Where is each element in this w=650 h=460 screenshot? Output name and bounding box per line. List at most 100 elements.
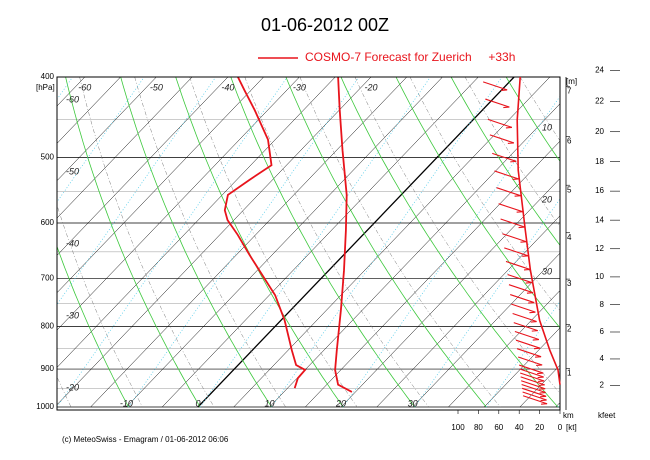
wind-barb-head	[538, 380, 545, 383]
wind-barb	[494, 170, 519, 180]
moist-adiabat	[79, 77, 215, 408]
wind-barb	[521, 384, 546, 394]
isotherm	[57, 77, 372, 406]
height-tick-label: 7	[567, 87, 572, 96]
wind-barb-head	[537, 376, 544, 379]
wind-barb	[519, 368, 544, 378]
plot-area	[57, 77, 560, 408]
moist-adiabat	[409, 77, 560, 311]
y-tick-label: 1000	[36, 402, 54, 411]
feet-unit: kfeet	[598, 411, 616, 420]
moist-adiabat	[464, 77, 560, 227]
wind-tick-label: 60	[494, 423, 503, 432]
left-label: -30	[66, 310, 79, 320]
height-tick-label: 4	[567, 233, 572, 242]
isotherm	[90, 77, 407, 408]
y-axis-label: [hPa]	[36, 83, 55, 92]
footer: (c) MeteoSwiss - Emagram / 01-06-2012 06…	[62, 435, 229, 444]
wind-barb-head	[525, 281, 532, 284]
feet-tick-label: 16	[595, 186, 604, 195]
isotherm-zero	[197, 77, 515, 408]
top-tick-label: -40	[221, 82, 234, 92]
wind-barb-head	[533, 347, 541, 350]
wind-barb-head	[532, 338, 539, 341]
right-label: 30	[542, 266, 552, 276]
top-tick-label: -50	[150, 82, 163, 92]
moist-adiabat	[57, 204, 143, 408]
wind-barb-head	[528, 302, 535, 304]
isotherm	[57, 77, 193, 219]
wind-barb-head	[501, 89, 508, 91]
profile-line	[223, 77, 307, 389]
wind-barb-head	[540, 395, 547, 398]
wind-barb	[498, 203, 523, 213]
x-tick-label: 10	[264, 398, 274, 408]
x-tick-label: -10	[120, 398, 133, 408]
feet-tick-label: 18	[595, 157, 604, 166]
isotherm	[233, 77, 551, 408]
isotherm	[448, 290, 560, 408]
dry-adiabat	[175, 77, 344, 408]
x-tick-label: 0	[195, 398, 200, 408]
feet-tick-label: 8	[600, 300, 605, 309]
dry-adiabat	[285, 77, 487, 408]
wind-tick-label: 80	[474, 423, 483, 432]
wind-barb-head	[520, 241, 527, 243]
wind-barb-head	[516, 211, 523, 213]
wind-barb-head	[536, 364, 543, 367]
wind-tick-label: 40	[515, 423, 524, 432]
wind-barb-head	[541, 403, 548, 405]
dry-adiabat	[505, 77, 560, 162]
wind-barb-head	[529, 311, 536, 314]
profile-line	[334, 77, 353, 393]
y-tick-label: 800	[41, 322, 55, 331]
isotherm	[57, 77, 300, 331]
mixing-ratio	[342, 95, 560, 408]
wind-barb	[505, 260, 531, 270]
isotherm	[57, 77, 229, 256]
feet-tick-label: 24	[595, 65, 604, 74]
mixing-ratio	[271, 77, 503, 408]
isotherm	[57, 77, 121, 144]
wind-barb	[517, 356, 543, 366]
wind-barb-head	[538, 384, 545, 386]
wind-tick-label: 0	[558, 423, 563, 432]
wind-barb-head	[503, 106, 510, 109]
wind-barb	[511, 303, 536, 313]
height-tick-label: 3	[567, 279, 572, 288]
wind-barb	[522, 395, 548, 405]
dry-adiabat	[450, 77, 560, 246]
mixing-ratio	[128, 77, 360, 408]
x-tick-label: 30	[408, 398, 418, 408]
wind-barb	[520, 380, 546, 390]
y-tick-label: 600	[41, 218, 55, 227]
wind-speed-line	[516, 76, 561, 385]
wind-barb	[516, 348, 542, 358]
isotherm	[483, 327, 560, 408]
legend-label: COSMO-7 Forecast for Zuerich +33h	[305, 50, 515, 64]
wind-barb	[507, 274, 532, 284]
mixing-ratio	[199, 77, 431, 408]
mixing-ratio	[57, 77, 288, 408]
wind-barb-head	[537, 372, 544, 375]
plot-frame	[56, 76, 561, 411]
wind-barb	[510, 294, 535, 304]
height-tick-label: 6	[567, 137, 572, 146]
wind-barb-head	[510, 160, 517, 163]
left-label: -50	[66, 166, 79, 176]
wind-barb	[504, 247, 529, 257]
wind-barb	[502, 233, 527, 243]
top-tick-label: -20	[364, 82, 377, 92]
wind-barb	[487, 118, 513, 128]
chart-title: 01-06-2012 00Z	[261, 15, 389, 35]
top-tick-label: -30	[293, 82, 306, 92]
feet-tick-label: 12	[595, 244, 604, 253]
wind-barb-head	[512, 178, 519, 180]
height-axis-label: [m]	[566, 77, 577, 86]
left-label: -40	[66, 238, 79, 248]
wind-barb	[485, 98, 510, 108]
dry-adiabat	[65, 77, 201, 408]
mixing-ratio	[414, 198, 560, 408]
